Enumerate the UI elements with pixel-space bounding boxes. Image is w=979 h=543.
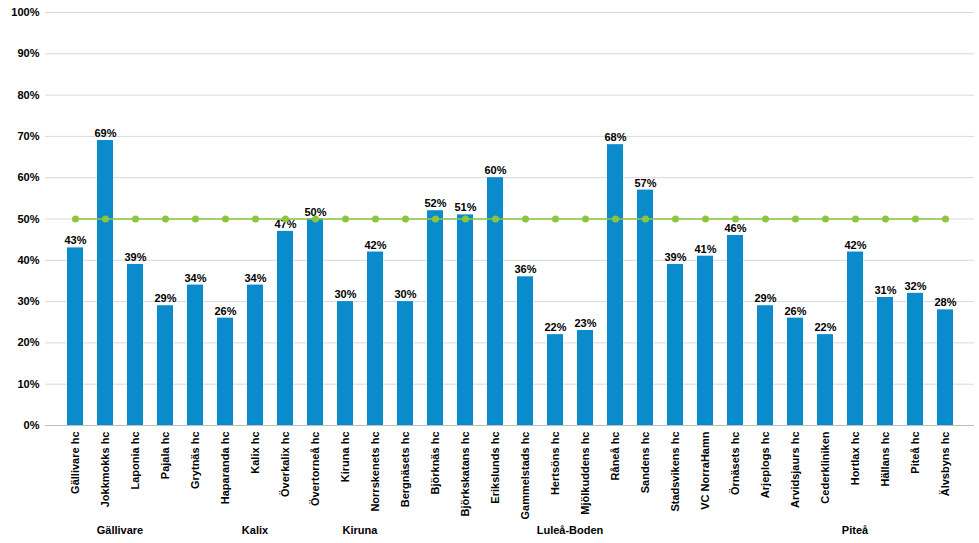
svg-text:Björknäs hc: Björknäs hc <box>429 432 441 495</box>
svg-text:Övertorneå hc: Övertorneå hc <box>309 432 321 507</box>
svg-text:36%: 36% <box>514 263 536 275</box>
svg-text:Hertsöns hc: Hertsöns hc <box>549 432 561 496</box>
svg-text:Pajala hc: Pajala hc <box>159 432 171 480</box>
svg-text:30%: 30% <box>394 288 416 300</box>
svg-text:34%: 34% <box>184 272 206 284</box>
svg-text:68%: 68% <box>604 131 626 143</box>
svg-text:Laponia hc: Laponia hc <box>129 432 141 490</box>
svg-text:Cederkliniken: Cederkliniken <box>819 431 831 503</box>
svg-text:Stadsvikens hc: Stadsvikens hc <box>669 432 681 512</box>
svg-text:52%: 52% <box>424 197 446 209</box>
svg-text:Mjölkuddens hc: Mjölkuddens hc <box>579 432 591 515</box>
svg-text:VC NorraHamn: VC NorraHamn <box>699 431 711 510</box>
svg-text:29%: 29% <box>154 292 176 304</box>
svg-text:Kiruna: Kiruna <box>343 524 379 536</box>
svg-text:26%: 26% <box>214 305 236 317</box>
svg-text:Gällivare: Gällivare <box>97 524 143 536</box>
svg-text:Kalix hc: Kalix hc <box>249 432 261 474</box>
svg-text:Hällans hc: Hällans hc <box>879 432 891 487</box>
svg-text:46%: 46% <box>724 222 746 234</box>
svg-text:42%: 42% <box>844 239 866 251</box>
svg-text:26%: 26% <box>784 305 806 317</box>
svg-text:50%: 50% <box>17 213 39 225</box>
svg-text:Överkalix hc: Överkalix hc <box>279 432 291 497</box>
svg-text:20%: 20% <box>17 336 39 348</box>
svg-text:Arvidsjaurs hc: Arvidsjaurs hc <box>789 432 801 508</box>
svg-text:90%: 90% <box>17 47 39 59</box>
svg-text:69%: 69% <box>94 127 116 139</box>
svg-text:0%: 0% <box>24 419 40 431</box>
svg-text:100%: 100% <box>11 6 39 18</box>
svg-text:Bergnäsets hc: Bergnäsets hc <box>399 432 411 508</box>
svg-text:50%: 50% <box>304 205 327 218</box>
svg-text:Arjeplogs hc: Arjeplogs hc <box>759 432 771 499</box>
svg-text:Björkskatans hc: Björkskatans hc <box>459 432 471 517</box>
svg-text:29%: 29% <box>754 292 776 304</box>
svg-text:42%: 42% <box>364 239 386 251</box>
svg-text:Piteå hc: Piteå hc <box>909 432 921 474</box>
svg-text:40%: 40% <box>17 254 39 266</box>
svg-text:39%: 39% <box>664 251 686 263</box>
svg-text:47%: 47% <box>274 217 297 230</box>
svg-text:57%: 57% <box>634 177 656 189</box>
svg-text:Sandens hc: Sandens hc <box>639 432 651 494</box>
svg-text:51%: 51% <box>454 201 476 213</box>
svg-text:30%: 30% <box>17 295 39 307</box>
svg-text:22%: 22% <box>814 321 836 333</box>
svg-text:Kiruna hc: Kiruna hc <box>339 432 351 483</box>
svg-text:31%: 31% <box>874 284 896 296</box>
svg-text:60%: 60% <box>17 171 39 183</box>
svg-text:Hortlax hc: Hortlax hc <box>849 432 861 486</box>
svg-text:80%: 80% <box>17 89 39 101</box>
svg-text:22%: 22% <box>544 321 566 333</box>
svg-text:Älvsbyns hc: Älvsbyns hc <box>939 432 951 497</box>
svg-text:60%: 60% <box>484 164 506 176</box>
svg-text:Gammelstads hc: Gammelstads hc <box>519 432 531 520</box>
svg-text:Luleå-Boden: Luleå-Boden <box>537 524 604 536</box>
svg-text:Jokkmokks hc: Jokkmokks hc <box>99 432 111 508</box>
svg-text:32%: 32% <box>904 280 926 292</box>
svg-text:39%: 39% <box>124 251 146 263</box>
svg-text:30%: 30% <box>334 288 356 300</box>
svg-text:41%: 41% <box>694 243 716 255</box>
svg-text:43%: 43% <box>64 234 86 246</box>
svg-text:23%: 23% <box>574 317 596 329</box>
svg-text:Erikslunds hc: Erikslunds hc <box>489 432 501 504</box>
svg-text:70%: 70% <box>17 130 39 142</box>
svg-text:Haparanda hc: Haparanda hc <box>219 432 231 505</box>
svg-text:Råneå hc: Råneå hc <box>609 432 621 481</box>
svg-text:34%: 34% <box>244 272 266 284</box>
svg-text:Kalix: Kalix <box>242 524 269 536</box>
svg-text:Örnäsets hc: Örnäsets hc <box>729 432 741 496</box>
svg-text:10%: 10% <box>17 378 39 390</box>
svg-text:Piteå: Piteå <box>842 524 869 536</box>
svg-text:Grytnäs hc: Grytnäs hc <box>189 432 201 489</box>
svg-text:Norrskenets hc: Norrskenets hc <box>369 432 381 512</box>
svg-text:Gällivare hc: Gällivare hc <box>69 432 81 494</box>
svg-text:28%: 28% <box>934 296 956 308</box>
